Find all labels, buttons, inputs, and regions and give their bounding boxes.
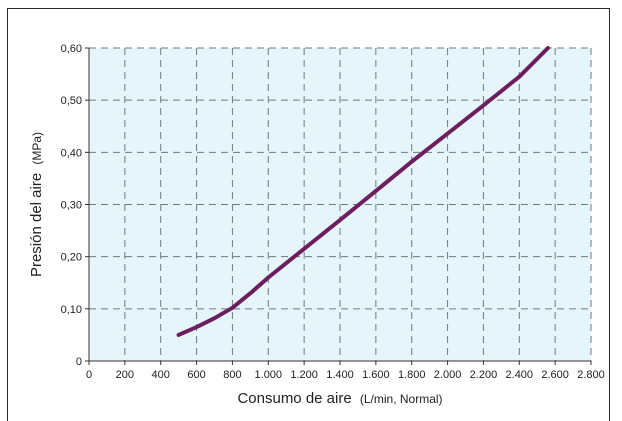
y-tick-label: 0,40 <box>61 147 82 159</box>
x-tick-label: 600 <box>187 369 205 381</box>
y-tick-label: 0,10 <box>61 304 82 316</box>
series-group <box>176 46 550 337</box>
x-tick-label: 1.400 <box>326 369 354 381</box>
x-axis-label: Consumo de aire <box>237 390 351 407</box>
x-tick-label: 1.600 <box>362 369 390 381</box>
y-tick-label: 0,50 <box>61 95 82 107</box>
x-tick-label: 2.600 <box>541 369 569 381</box>
x-tick-label: 2.200 <box>470 369 498 381</box>
x-tick-label: 200 <box>116 369 134 381</box>
chart-frame <box>7 8 610 421</box>
y-tick-label: 0,60 <box>61 43 82 55</box>
x-axis-title: Consumo de aire (L/min, Normal) <box>237 390 442 407</box>
x-tick-label: 400 <box>152 369 170 381</box>
x-tick-label: 800 <box>223 369 241 381</box>
series-line <box>176 46 550 337</box>
y-tick-label: 0,20 <box>61 252 82 264</box>
vertical-gridlines <box>124 48 592 361</box>
x-tick-label: 1.200 <box>290 369 318 381</box>
x-tick-label: 2.000 <box>434 369 462 381</box>
x-tick-labels: 0 200 400 600 800 1.000 1.200 1.400 1.600 1.800 2.… <box>86 361 605 381</box>
y-axis-label: Presión del aire <box>28 173 45 277</box>
x-axis-unit: (L/min, Normal) <box>360 392 443 406</box>
x-tick-label: 2.800 <box>577 369 605 381</box>
x-tick-label: 1.000 <box>255 369 283 381</box>
x-tick-label: 0 <box>86 369 92 381</box>
y-tick-label: 0 <box>76 356 82 368</box>
y-axis-title: Presión del aire (MPa) <box>28 132 45 277</box>
y-axis-unit: (MPa) <box>30 132 44 165</box>
y-tick-label: 0,30 <box>61 200 82 212</box>
x-tick-label: 1.800 <box>398 369 426 381</box>
y-tick-labels: 0 0,10 0,20 0,30 0,40 0,50 0,60 <box>61 43 89 368</box>
x-tick-label: 2.400 <box>506 369 534 381</box>
